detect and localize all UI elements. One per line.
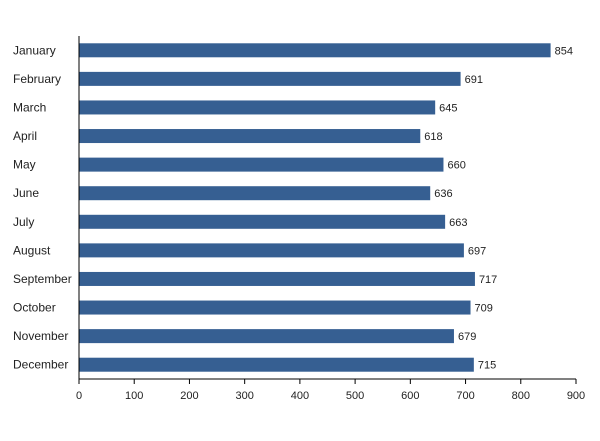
category-label-july: July [13,215,34,229]
value-label-december: 715 [478,360,496,372]
x-tick-label: 0 [76,390,82,402]
x-tick-label: 400 [291,390,309,402]
category-label-october: October [13,301,56,315]
x-tick-label: 600 [401,390,419,402]
category-labels: January February March April May June July Augu… [13,43,72,371]
category-label-december: December [13,358,68,372]
category-label-november: November [13,329,68,343]
value-label-july: 663 [449,217,467,229]
bar-may [79,157,444,172]
x-tick-label: 700 [456,390,474,402]
value-label-february: 691 [465,74,483,86]
x-tick-label: 800 [512,390,530,402]
value-label-august: 697 [468,245,486,257]
bar-april [79,129,421,144]
x-tick-label: 200 [180,390,198,402]
category-label-may: May [13,158,36,172]
bar-august [79,243,464,258]
category-label-january: January [13,43,56,57]
value-label-march: 645 [439,102,457,114]
bar-october [79,300,471,315]
category-label-june: June [13,186,39,200]
value-label-november: 679 [458,331,476,343]
bar-september [79,271,475,286]
x-tick-label: 300 [235,390,253,402]
x-axis: 0 100 200 300 400 500 600 700 800 900 [76,378,585,402]
category-label-april: April [13,129,37,143]
value-label-april: 618 [424,131,442,143]
bar-february [79,71,461,86]
category-label-september: September [13,272,72,286]
category-label-august: August [13,243,51,257]
bar-december [79,357,474,372]
bars-group [79,43,551,372]
x-tick-label: 900 [567,390,585,402]
bar-june [79,186,431,201]
x-tick-label: 500 [346,390,364,402]
bar-march [79,100,436,115]
value-label-september: 717 [479,274,497,286]
bar-july [79,214,446,229]
value-label-january: 854 [555,45,573,57]
category-label-february: February [13,72,61,86]
x-tick-label: 100 [125,390,143,402]
value-label-june: 636 [434,188,452,200]
value-labels: 854 691 645 618 660 636 663 697 717 709 679 715 [424,45,573,371]
bar-november [79,329,454,344]
category-label-march: March [13,100,46,114]
bar-january [79,43,551,58]
value-label-may: 660 [447,160,465,172]
value-label-october: 709 [475,303,493,315]
